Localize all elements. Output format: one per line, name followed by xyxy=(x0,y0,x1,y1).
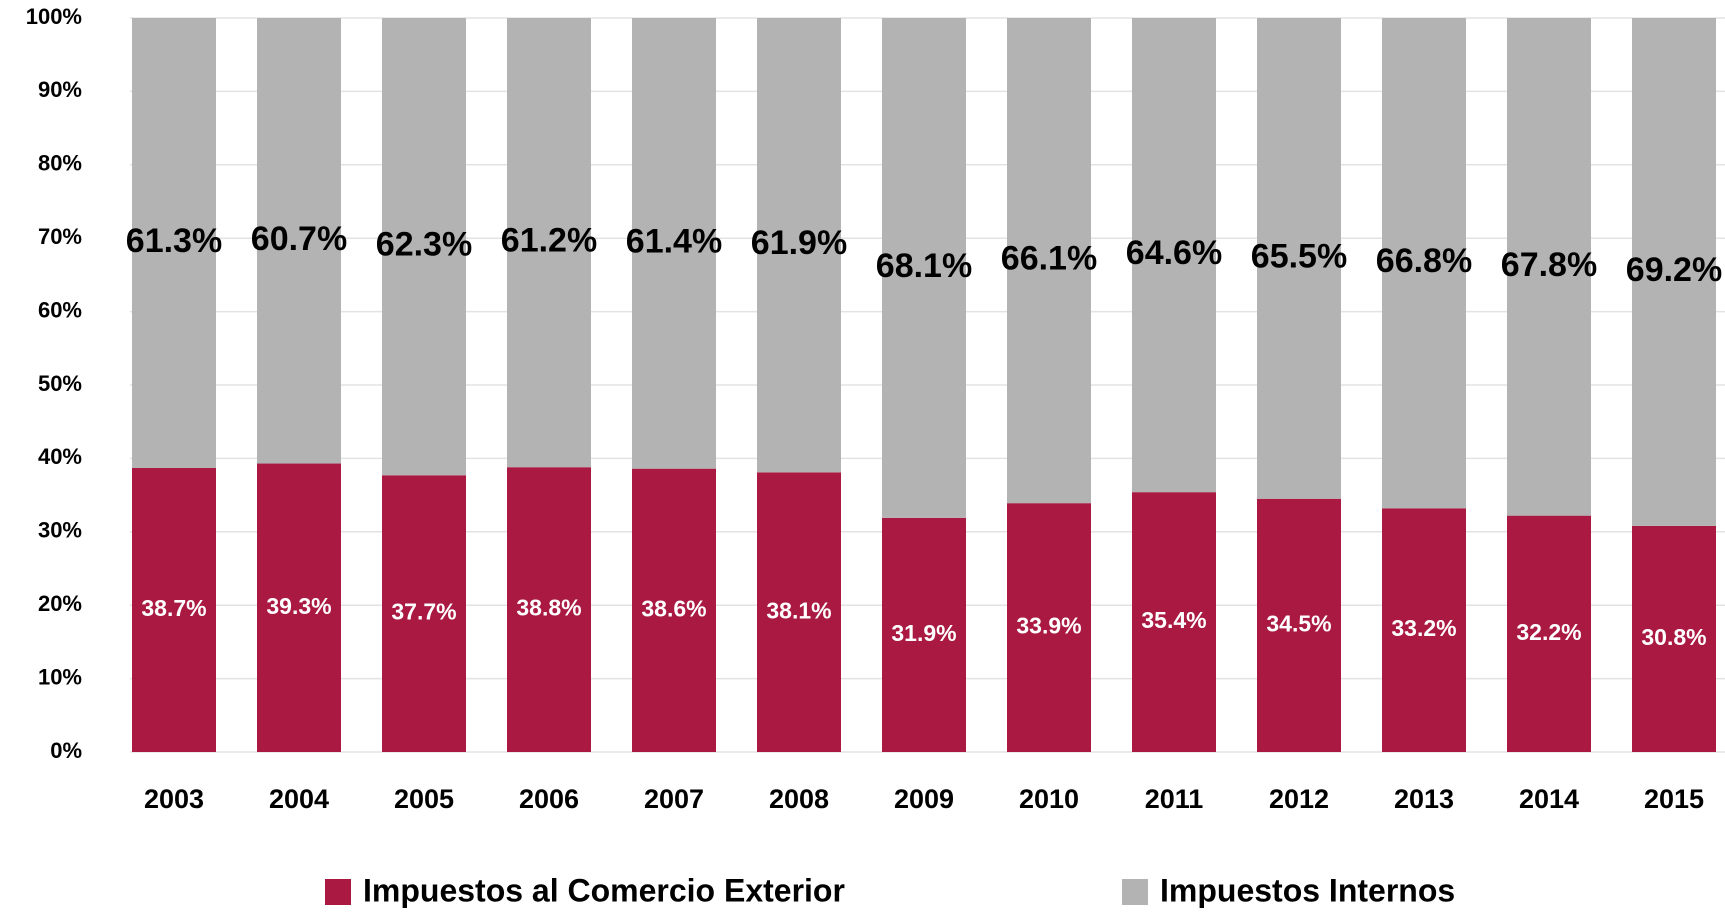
x-tick-label: 2008 xyxy=(769,784,829,814)
bar-segment xyxy=(1632,18,1716,526)
bar-segment xyxy=(1507,18,1591,516)
data-label: 33.9% xyxy=(1016,613,1081,639)
bar-segment xyxy=(882,517,966,752)
bar-segment xyxy=(632,468,716,752)
y-tick-label: 80% xyxy=(38,151,82,176)
bar-segment xyxy=(757,18,841,473)
bar-segment xyxy=(1382,508,1466,752)
data-label: 67.8% xyxy=(1501,246,1597,284)
bar-segment xyxy=(132,18,216,468)
bar-segment xyxy=(1632,525,1716,752)
bar-segment xyxy=(1007,503,1091,752)
x-tick-label: 2009 xyxy=(894,784,954,814)
bar-segment xyxy=(1132,18,1216,493)
data-label: 31.9% xyxy=(891,620,956,646)
bar-segment xyxy=(1257,498,1341,752)
bar-segment xyxy=(132,467,216,752)
y-tick-label: 10% xyxy=(38,664,82,689)
bar-segment xyxy=(882,18,966,518)
data-label: 39.3% xyxy=(266,593,331,619)
legend-swatch xyxy=(1122,879,1148,905)
x-tick-label: 2013 xyxy=(1394,784,1454,814)
bar-segment xyxy=(1507,515,1591,752)
y-tick-label: 0% xyxy=(50,738,82,763)
data-label: 38.8% xyxy=(516,595,581,621)
bar-segment xyxy=(257,463,341,752)
bar-segment xyxy=(757,472,841,752)
y-tick-label: 100% xyxy=(26,4,82,29)
data-label: 66.8% xyxy=(1376,242,1472,280)
data-label: 30.8% xyxy=(1641,624,1706,650)
data-label: 37.7% xyxy=(391,599,456,625)
x-tick-label: 2005 xyxy=(394,784,454,814)
data-label: 34.5% xyxy=(1266,610,1331,636)
x-tick-label: 2015 xyxy=(1644,784,1704,814)
y-tick-label: 60% xyxy=(38,297,82,322)
bar-segment xyxy=(507,18,591,468)
bar-segment xyxy=(382,18,466,476)
data-label: 32.2% xyxy=(1516,619,1581,645)
x-tick-label: 2006 xyxy=(519,784,579,814)
y-tick-label: 90% xyxy=(38,77,82,102)
data-label: 65.5% xyxy=(1251,237,1347,275)
legend-label: Impuestos Internos xyxy=(1160,872,1455,908)
y-tick-label: 70% xyxy=(38,224,82,249)
data-label: 61.2% xyxy=(501,222,597,260)
x-tick-label: 2007 xyxy=(644,784,704,814)
x-tick-label: 2011 xyxy=(1145,784,1204,814)
x-tick-label: 2012 xyxy=(1269,784,1329,814)
data-label: 61.4% xyxy=(626,222,722,260)
data-label: 38.7% xyxy=(141,595,206,621)
data-label: 69.2% xyxy=(1626,251,1722,289)
y-tick-label: 50% xyxy=(38,371,82,396)
y-tick-label: 40% xyxy=(38,444,82,469)
bar-segment xyxy=(632,18,716,469)
data-label: 66.1% xyxy=(1001,240,1097,278)
bar-segment xyxy=(382,475,466,752)
data-label: 61.9% xyxy=(751,224,847,262)
legend-swatch xyxy=(325,879,351,905)
data-label: 62.3% xyxy=(376,226,472,264)
data-label: 61.3% xyxy=(126,222,222,260)
bar-segment xyxy=(1257,18,1341,499)
data-label: 60.7% xyxy=(251,220,347,258)
bar-segment xyxy=(257,18,341,464)
x-tick-label: 2004 xyxy=(269,784,329,814)
data-label: 64.6% xyxy=(1126,234,1222,272)
bar-segment xyxy=(1382,18,1466,509)
data-label: 38.6% xyxy=(641,595,706,621)
bar-segment xyxy=(507,467,591,752)
bar-segment xyxy=(1007,18,1091,504)
x-tick-label: 2014 xyxy=(1519,784,1579,814)
data-label: 38.1% xyxy=(766,597,831,623)
data-label: 68.1% xyxy=(876,247,972,285)
data-label: 33.2% xyxy=(1391,615,1456,641)
bar-segment xyxy=(1132,492,1216,752)
data-label: 35.4% xyxy=(1141,607,1206,633)
x-tick-label: 2003 xyxy=(144,784,204,814)
y-tick-label: 30% xyxy=(38,518,82,543)
x-tick-label: 2010 xyxy=(1019,784,1079,814)
legend-label: Impuestos al Comercio Exterior xyxy=(363,872,845,908)
y-tick-label: 20% xyxy=(38,591,82,616)
